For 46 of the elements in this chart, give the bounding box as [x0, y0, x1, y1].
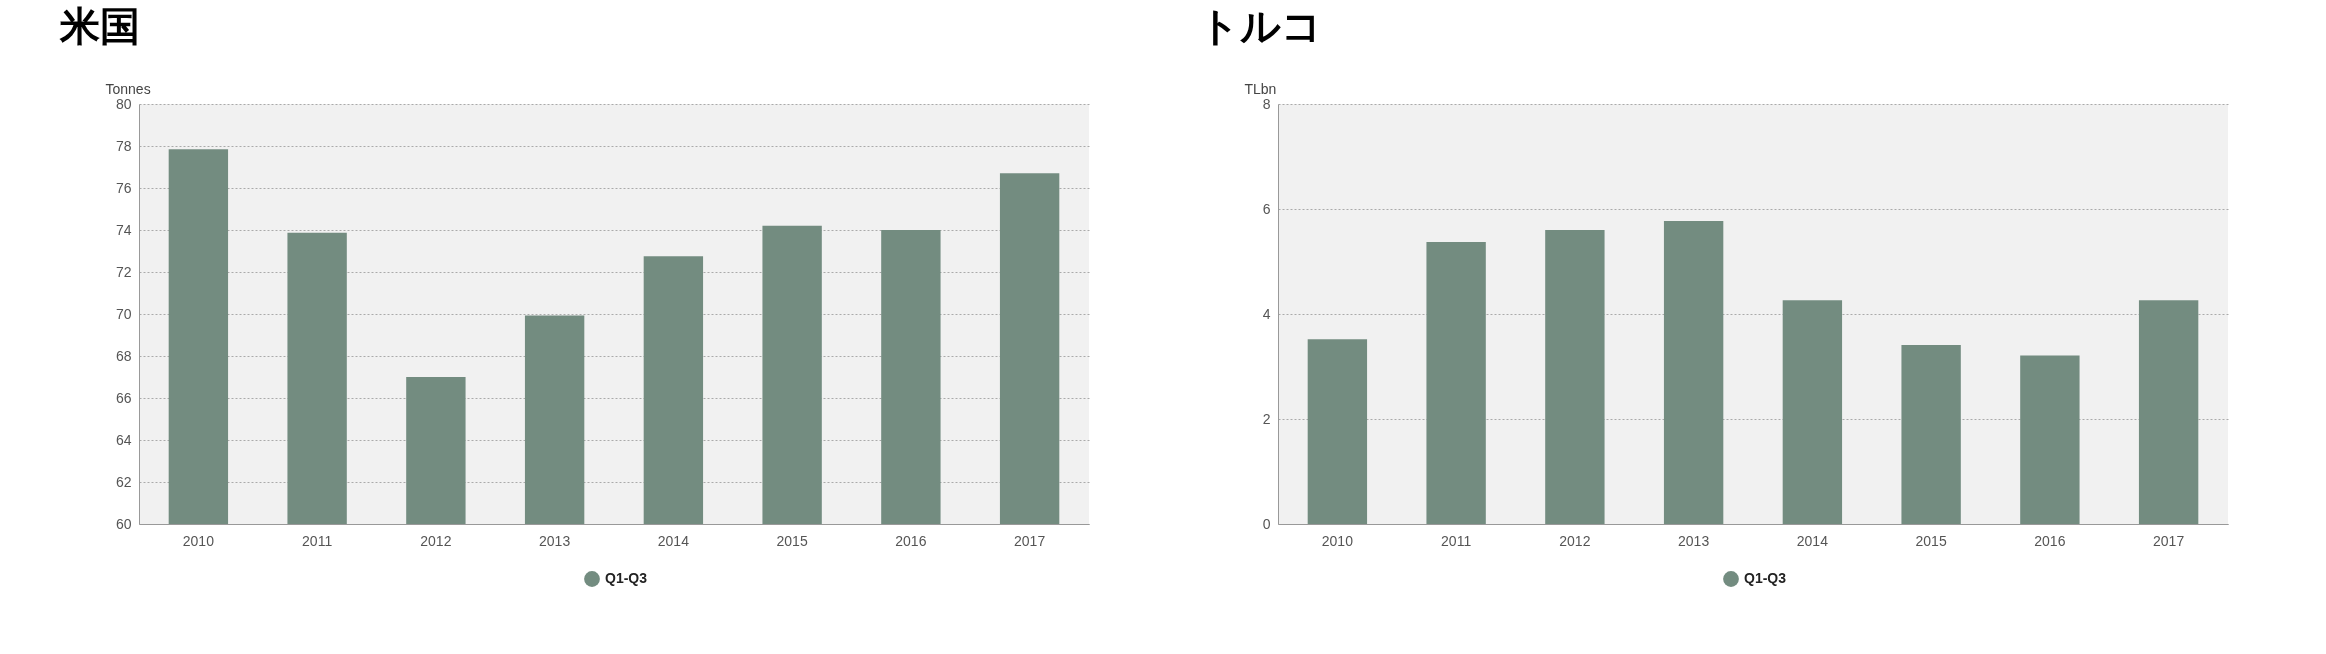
x-tick-label: 2012	[1559, 532, 1591, 549]
x-tick-label: 2012	[420, 532, 452, 549]
bar	[2020, 355, 2080, 524]
y-tick-label: 4	[1262, 305, 1271, 322]
legend-label: Q1-Q3	[605, 570, 648, 586]
x-tick-label: 2014	[657, 532, 690, 549]
x-tick-label: 2013	[1678, 532, 1710, 549]
bar	[1782, 300, 1843, 524]
x-tick-label: 2014	[1796, 532, 1829, 549]
chart-title: 米国	[59, 4, 140, 48]
x-tick-label: 2011	[302, 532, 333, 549]
y-tick-label: 70	[115, 305, 132, 322]
x-tick-label: 2010	[182, 532, 215, 549]
x-tick-label: 2013	[539, 532, 571, 549]
x-tick-label: 2011	[1441, 532, 1472, 549]
y-tick-label: 80	[115, 95, 132, 112]
y-axis-title: TLbn	[1244, 80, 1277, 97]
bar	[1307, 339, 1368, 524]
y-tick-label: 78	[115, 137, 132, 154]
y-tick-label: 76	[115, 179, 132, 196]
y-tick-label: 2	[1262, 410, 1271, 427]
y-tick-label: 72	[115, 263, 132, 280]
x-tick-label: 2017	[1014, 532, 1046, 549]
y-tick-label: 64	[115, 431, 132, 448]
y-tick-label: 0	[1262, 515, 1271, 532]
y-tick-label: 60	[115, 515, 132, 532]
x-tick-label: 2010	[1321, 532, 1354, 549]
bar	[1901, 344, 1961, 524]
y-tick-label: 66	[115, 389, 132, 406]
x-tick-label: 2016	[2034, 532, 2066, 549]
bar	[1545, 230, 1605, 524]
chart-title: トルコ	[1199, 4, 1322, 48]
y-tick-label: 6	[1262, 200, 1271, 217]
y-tick-label: 8	[1262, 95, 1271, 112]
bar	[2138, 300, 2199, 524]
x-tick-label: 2016	[895, 532, 927, 549]
x-tick-label: 2015	[776, 532, 808, 549]
bar	[1426, 242, 1486, 524]
bar	[1663, 221, 1724, 524]
y-axis-title: Tonnes	[105, 80, 151, 97]
y-tick-label: 68	[115, 347, 132, 364]
x-tick-label: 2015	[1915, 532, 1947, 549]
y-tick-label: 74	[115, 221, 132, 238]
legend-label: Q1-Q3	[1744, 570, 1787, 586]
y-tick-label: 62	[115, 473, 132, 490]
x-tick-label: 2017	[2153, 532, 2185, 549]
